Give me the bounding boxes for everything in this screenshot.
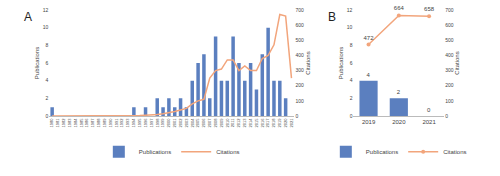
svg-text:0: 0 — [445, 113, 448, 119]
svg-text:2000: 2000 — [166, 118, 171, 128]
svg-text:1980: 1980 — [49, 118, 54, 128]
svg-text:1996: 1996 — [143, 118, 148, 128]
svg-text:Publications: Publications — [338, 47, 344, 79]
svg-text:8: 8 — [350, 42, 353, 48]
svg-text:1985: 1985 — [79, 118, 84, 128]
svg-text:2011: 2011 — [230, 118, 235, 127]
svg-text:664: 664 — [394, 5, 405, 11]
svg-text:2019: 2019 — [362, 119, 376, 125]
svg-text:100: 100 — [295, 98, 304, 104]
svg-text:4: 4 — [45, 77, 48, 83]
svg-text:4: 4 — [367, 72, 371, 78]
svg-text:2014: 2014 — [248, 118, 253, 128]
svg-text:2019: 2019 — [277, 118, 282, 128]
svg-text:1993: 1993 — [125, 118, 130, 128]
svg-text:12: 12 — [43, 7, 49, 13]
svg-text:2006: 2006 — [201, 118, 206, 128]
svg-text:2: 2 — [397, 89, 401, 95]
svg-text:12: 12 — [347, 7, 353, 13]
svg-text:2002: 2002 — [178, 118, 183, 128]
svg-text:600: 600 — [295, 22, 304, 28]
svg-text:B: B — [328, 10, 336, 24]
svg-text:2018: 2018 — [271, 118, 276, 128]
svg-text:Citations: Citations — [216, 149, 239, 155]
svg-text:1994: 1994 — [131, 118, 136, 128]
svg-text:2007: 2007 — [207, 118, 212, 128]
svg-text:658: 658 — [424, 6, 435, 12]
svg-text:1999: 1999 — [160, 118, 165, 128]
svg-text:0: 0 — [295, 113, 298, 119]
svg-text:Publications: Publications — [139, 149, 171, 155]
svg-text:1992: 1992 — [120, 118, 125, 128]
svg-text:2009: 2009 — [219, 118, 224, 128]
svg-text:600: 600 — [445, 22, 454, 28]
svg-text:2020: 2020 — [392, 119, 406, 125]
svg-text:6: 6 — [45, 60, 48, 66]
svg-text:2: 2 — [45, 95, 48, 101]
svg-text:2001: 2001 — [172, 118, 177, 128]
svg-text:2003: 2003 — [184, 118, 189, 128]
svg-text:300: 300 — [445, 67, 454, 73]
svg-text:10: 10 — [43, 24, 49, 30]
svg-text:1981: 1981 — [55, 118, 60, 128]
svg-text:1991: 1991 — [114, 118, 119, 128]
svg-text:1988: 1988 — [96, 118, 101, 128]
svg-text:300: 300 — [295, 67, 304, 73]
svg-text:700: 700 — [445, 7, 454, 13]
svg-text:200: 200 — [295, 82, 304, 88]
svg-text:2004: 2004 — [190, 118, 195, 128]
svg-text:2010: 2010 — [225, 118, 230, 128]
svg-text:2: 2 — [350, 95, 353, 101]
svg-text:500: 500 — [295, 37, 304, 43]
svg-text:2012: 2012 — [236, 118, 241, 128]
svg-text:2013: 2013 — [242, 118, 247, 128]
svg-text:500: 500 — [445, 37, 454, 43]
svg-text:1984: 1984 — [73, 118, 78, 128]
svg-text:400: 400 — [445, 52, 454, 58]
svg-text:2020: 2020 — [283, 118, 288, 128]
svg-text:1987: 1987 — [90, 118, 95, 128]
svg-text:1982: 1982 — [61, 118, 66, 128]
svg-text:Publications: Publications — [366, 149, 398, 155]
svg-text:2021: 2021 — [289, 118, 294, 128]
svg-text:6: 6 — [350, 60, 353, 66]
svg-text:1997: 1997 — [149, 118, 154, 128]
svg-text:1998: 1998 — [155, 118, 160, 128]
svg-text:10: 10 — [347, 24, 353, 30]
svg-text:A: A — [24, 10, 32, 24]
svg-text:700: 700 — [295, 7, 304, 13]
svg-text:1986: 1986 — [84, 118, 89, 128]
svg-text:8: 8 — [45, 42, 48, 48]
svg-text:0: 0 — [45, 113, 48, 119]
svg-text:0: 0 — [350, 113, 353, 119]
svg-text:200: 200 — [445, 82, 454, 88]
svg-text:0: 0 — [427, 107, 431, 113]
svg-text:100: 100 — [445, 98, 454, 104]
svg-text:2017: 2017 — [265, 118, 270, 128]
svg-text:2005: 2005 — [195, 118, 200, 128]
svg-text:1983: 1983 — [67, 118, 72, 128]
svg-text:2015: 2015 — [254, 118, 259, 128]
svg-text:2021: 2021 — [422, 119, 436, 125]
svg-text:400: 400 — [295, 52, 304, 58]
svg-text:4: 4 — [350, 77, 353, 83]
svg-text:2008: 2008 — [213, 118, 218, 128]
svg-text:Citations: Citations — [443, 149, 466, 155]
svg-text:1989: 1989 — [102, 118, 107, 128]
svg-text:472: 472 — [364, 35, 375, 41]
svg-text:Citations: Citations — [454, 51, 460, 74]
svg-text:1995: 1995 — [137, 118, 142, 128]
svg-text:2016: 2016 — [260, 118, 265, 128]
svg-text:Citations: Citations — [305, 51, 311, 74]
svg-text:Publications: Publications — [34, 47, 40, 79]
svg-text:1990: 1990 — [108, 118, 113, 128]
